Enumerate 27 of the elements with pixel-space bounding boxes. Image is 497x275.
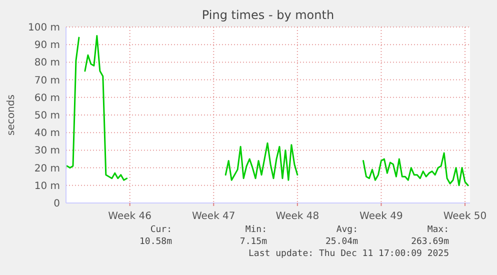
chart-title: Ping times - by month: [202, 8, 334, 22]
text: 7.15m: [240, 237, 267, 247]
text: Max:: [427, 225, 449, 235]
y-axis-title: seconds: [6, 94, 17, 136]
y-tick-label: 40 m: [34, 128, 60, 140]
y-tick-label: 50 m: [34, 110, 60, 122]
y-tick-label: 20 m: [34, 163, 60, 174]
x-tick-label: Week 48: [276, 211, 320, 222]
y-tick-label: 70 m: [34, 75, 60, 86]
text: 25.04m: [325, 237, 358, 247]
y-tick-label: 30 m: [34, 146, 60, 157]
text: Avg:: [336, 225, 358, 235]
x-tick-label: Week 50: [443, 211, 487, 222]
x-tick-label: Week 46: [108, 211, 152, 222]
text: Min:: [245, 225, 267, 235]
y-tick-label: 80 m: [34, 58, 60, 69]
text: Cur:: [150, 225, 172, 235]
x-tick-label: Week 47: [192, 211, 236, 222]
text: 10.58m: [139, 237, 172, 247]
y-tick-label: 100 m: [28, 22, 60, 34]
text: 263.69m: [411, 237, 449, 247]
x-tick-label: Week 49: [360, 211, 403, 222]
y-tick-label: 60 m: [34, 92, 60, 104]
y-tick-label: 0: [54, 198, 60, 210]
text: Last update: Thu Dec 11 17:00:09 2025: [248, 249, 449, 259]
y-tick-label: 90 m: [34, 40, 60, 52]
y-tick-label: 10 m: [34, 180, 60, 192]
